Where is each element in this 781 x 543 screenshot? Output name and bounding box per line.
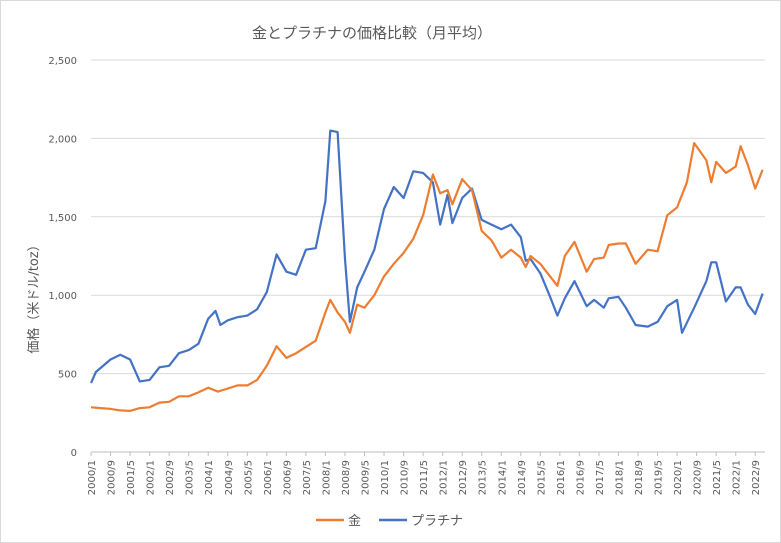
legend-label: 金 [348, 513, 361, 529]
x-tick-label: 2022/9 [751, 460, 762, 495]
x-tick-label: 2017/5 [595, 460, 606, 495]
x-tick-label: 2018/1 [614, 460, 625, 495]
x-axis-ticks: 2000/1 2000/9 2001/5 2002/1 2002/9 2003/5 2004… [87, 452, 762, 495]
x-tick-label: 2020/1 [673, 460, 684, 495]
x-tick-label: 2022/1 [732, 460, 743, 495]
x-tick-label: 2009/5 [361, 460, 372, 495]
x-tick-label: 2015/5 [536, 460, 547, 495]
x-tick-label: 2008/1 [321, 460, 332, 495]
x-tick-label: 2000/1 [87, 460, 98, 495]
x-tick-label: 2018/9 [634, 460, 645, 495]
y-tick-label: 2,500 [48, 56, 77, 67]
y-tick-label: 2,000 [48, 134, 77, 145]
x-tick-label: 2006/1 [263, 460, 274, 495]
x-tick-label: 2006/9 [282, 460, 293, 495]
y-axis-label: 価格（米ドル/toz） [26, 238, 42, 353]
x-tick-label: 2011/5 [419, 460, 430, 495]
y-tick-label: 0 [71, 448, 77, 459]
x-tick-label: 2016/9 [575, 460, 586, 495]
x-tick-label: 2020/9 [693, 460, 704, 495]
y-tick-label: 1,000 [48, 291, 77, 302]
x-tick-label: 2012/9 [458, 460, 469, 495]
x-tick-label: 2005/5 [243, 460, 254, 495]
x-tick-label: 2002/9 [165, 460, 176, 495]
x-tick-label: 2010/9 [400, 460, 411, 495]
x-tick-label: 2021/5 [712, 460, 723, 495]
x-tick-label: 2000/9 [107, 460, 118, 495]
legend-label: プラチナ [411, 514, 463, 529]
x-tick-label: 2004/1 [204, 460, 215, 495]
x-tick-label: 2016/1 [556, 460, 567, 495]
series-line [89, 129, 764, 384]
gridlines [91, 59, 765, 453]
x-tick-label: 2019/5 [654, 460, 665, 495]
x-tick-label: 2001/5 [126, 460, 137, 495]
legend: 金 プラチナ [316, 513, 463, 529]
x-tick-label: 2008/9 [341, 460, 352, 495]
y-axis-ticks: 0 500 1,000 1,500 2,000 2,500 [48, 56, 77, 459]
x-tick-label: 2002/1 [146, 460, 157, 495]
x-tick-label: 2003/5 [185, 460, 196, 495]
series-line [90, 142, 764, 412]
x-tick-label: 2014/9 [517, 460, 528, 495]
x-tick-label: 2012/1 [439, 460, 450, 495]
series-lines [89, 129, 764, 412]
x-tick-label: 2007/5 [302, 460, 313, 495]
x-tick-label: 2004/9 [224, 460, 235, 495]
x-tick-label: 2010/1 [380, 460, 391, 495]
x-tick-label: 2013/5 [478, 460, 489, 495]
y-tick-label: 1,500 [48, 213, 77, 224]
x-tick-label: 2014/1 [497, 460, 508, 495]
chart-title: 金とプラチナの価格比較（月平均） [252, 24, 492, 42]
y-tick-label: 500 [58, 370, 77, 381]
